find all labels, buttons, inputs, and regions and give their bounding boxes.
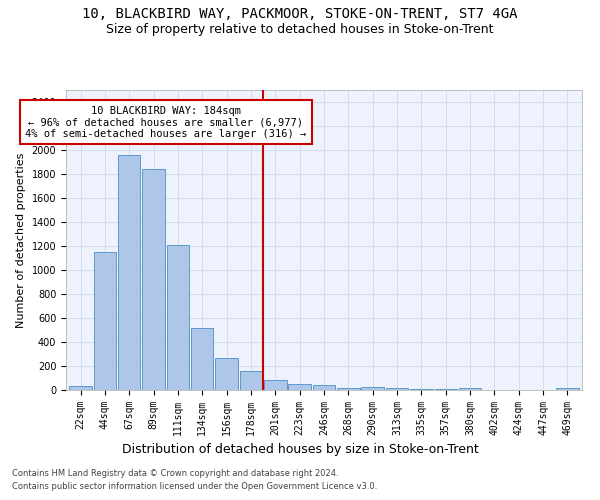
Bar: [118, 155, 140, 390]
Text: 10 BLACKBIRD WAY: 184sqm
← 96% of detached houses are smaller (6,977)
4% of semi: 10 BLACKBIRD WAY: 184sqm ← 96% of detach…: [25, 106, 307, 139]
Bar: [337, 388, 359, 390]
Bar: [167, 245, 189, 390]
Bar: [142, 169, 165, 390]
Bar: [313, 384, 335, 390]
Bar: [459, 388, 481, 390]
Text: 10, BLACKBIRD WAY, PACKMOOR, STOKE-ON-TRENT, ST7 4GA: 10, BLACKBIRD WAY, PACKMOOR, STOKE-ON-TR…: [82, 8, 518, 22]
Bar: [264, 380, 287, 390]
Text: Size of property relative to detached houses in Stoke-on-Trent: Size of property relative to detached ho…: [106, 22, 494, 36]
Bar: [215, 358, 238, 390]
Text: Contains HM Land Registry data © Crown copyright and database right 2024.: Contains HM Land Registry data © Crown c…: [12, 468, 338, 477]
Bar: [556, 388, 578, 390]
Bar: [94, 252, 116, 390]
Text: Distribution of detached houses by size in Stoke-on-Trent: Distribution of detached houses by size …: [122, 442, 478, 456]
Text: Contains public sector information licensed under the Open Government Licence v3: Contains public sector information licen…: [12, 482, 377, 491]
Bar: [240, 371, 262, 390]
Bar: [361, 387, 384, 390]
Bar: [289, 384, 311, 390]
Bar: [191, 328, 214, 390]
Y-axis label: Number of detached properties: Number of detached properties: [16, 152, 26, 328]
Bar: [386, 388, 408, 390]
Bar: [70, 386, 92, 390]
